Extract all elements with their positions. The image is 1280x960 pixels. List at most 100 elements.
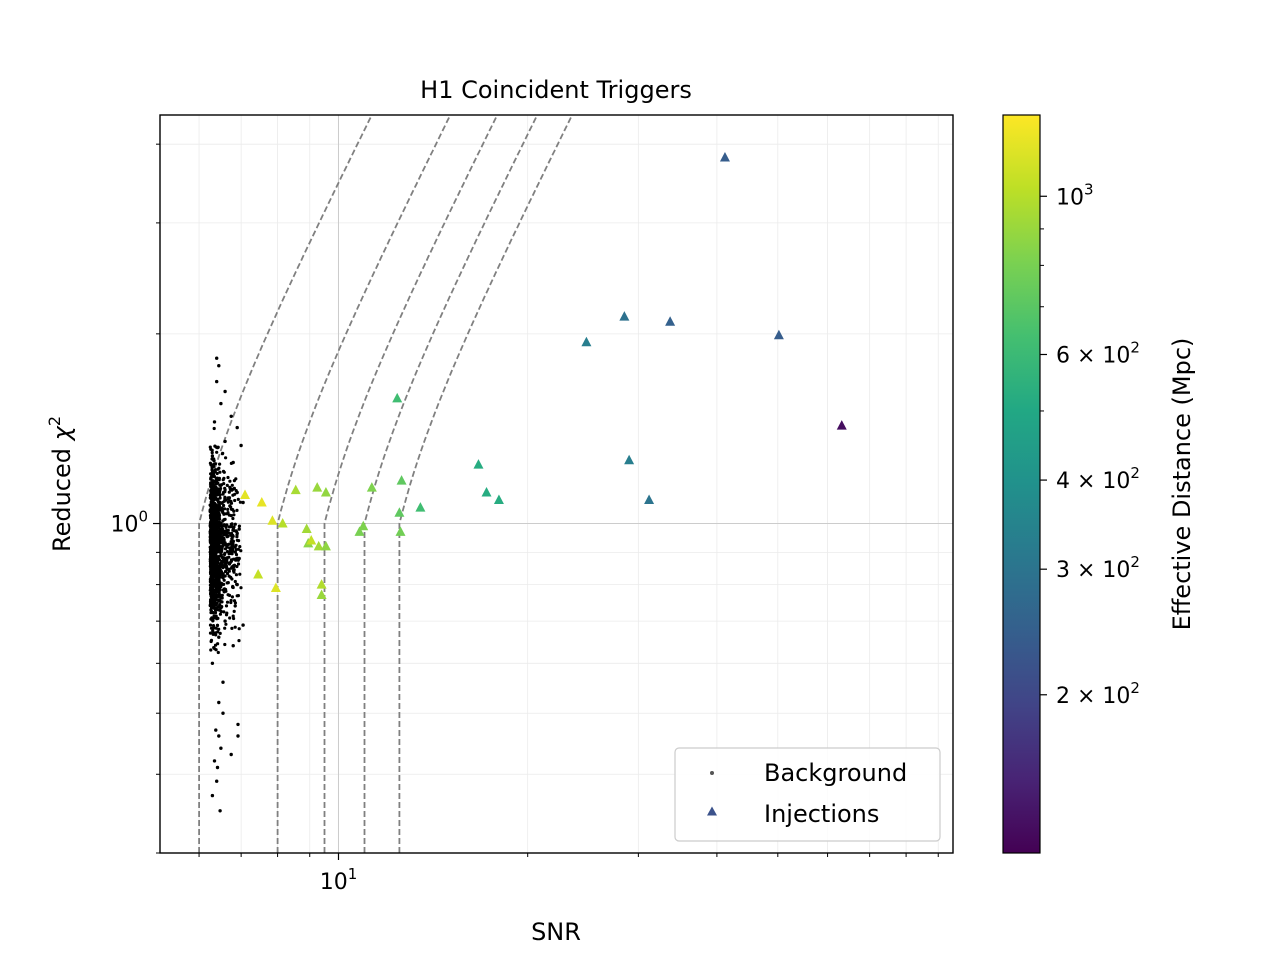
background-point xyxy=(223,389,227,394)
background-point xyxy=(233,604,237,608)
injection-point xyxy=(644,494,655,504)
background-point xyxy=(214,536,219,540)
colorbar-tick-label-exponent: 2 xyxy=(1130,553,1140,571)
background-point xyxy=(235,508,239,512)
injection-point xyxy=(320,540,331,551)
background-point xyxy=(220,555,225,560)
background-point xyxy=(215,533,219,537)
background-point xyxy=(225,571,230,576)
background-point xyxy=(210,585,215,589)
threshold-contour xyxy=(398,115,574,853)
background-point xyxy=(232,568,236,572)
background-point xyxy=(210,522,214,527)
background-point xyxy=(227,490,231,494)
background-point xyxy=(217,542,221,547)
background-point xyxy=(209,569,213,573)
background-point xyxy=(226,507,230,511)
background-point xyxy=(235,556,240,560)
background-point xyxy=(233,579,237,584)
background-point xyxy=(213,643,218,647)
background-point xyxy=(231,528,235,532)
background-point xyxy=(241,500,245,505)
legend: Background Injections xyxy=(674,747,941,842)
background-point xyxy=(216,569,220,573)
background-point xyxy=(218,612,222,616)
background-point xyxy=(215,547,219,551)
injection-point xyxy=(270,582,281,593)
background-point xyxy=(220,541,224,545)
background-point xyxy=(213,631,217,635)
background-point xyxy=(222,578,226,582)
background-point xyxy=(238,500,242,504)
background-point xyxy=(210,474,214,479)
colorbar-tick-label-base: 10 xyxy=(1056,185,1084,210)
background-point xyxy=(228,546,232,550)
background-point xyxy=(222,512,226,516)
background-point xyxy=(227,562,232,566)
background-point xyxy=(225,483,229,487)
background-point xyxy=(212,420,217,424)
background-point xyxy=(231,493,235,497)
background-point xyxy=(210,552,214,557)
colorbar-label: Effective Distance (Mpc) xyxy=(1168,338,1196,631)
background-point xyxy=(217,476,221,480)
background-point xyxy=(209,575,213,579)
injection-point xyxy=(481,487,492,497)
x-tick-label-base: 10 xyxy=(320,870,348,895)
background-point xyxy=(230,595,234,599)
background-point xyxy=(225,523,229,527)
background-point xyxy=(221,680,225,684)
background-point xyxy=(218,527,222,532)
background-point xyxy=(218,470,222,474)
background-point xyxy=(236,734,240,738)
background-point xyxy=(230,552,234,556)
background-point xyxy=(215,450,219,454)
background-point xyxy=(215,623,220,628)
background-point xyxy=(223,551,227,555)
colorbar-tick-label-exponent: 2 xyxy=(1130,338,1140,356)
background-point xyxy=(221,469,226,473)
injection-point xyxy=(665,316,676,326)
background-point xyxy=(223,486,227,490)
background-point xyxy=(211,543,215,547)
background-point xyxy=(234,529,238,533)
background-point xyxy=(235,531,239,535)
background-point xyxy=(219,746,223,750)
y-tick-label-exponent: 0 xyxy=(138,508,148,526)
background-point xyxy=(214,497,218,501)
background-point xyxy=(218,483,222,487)
legend-label-injections: Injections xyxy=(764,800,879,828)
background-point xyxy=(237,627,241,631)
background-point xyxy=(218,809,222,813)
background-point xyxy=(213,616,217,620)
background-point xyxy=(229,507,234,511)
threshold-contour xyxy=(363,115,539,853)
background-point xyxy=(221,478,225,482)
background-point xyxy=(223,490,227,494)
background-point xyxy=(217,635,221,639)
background-point xyxy=(212,459,216,463)
background-point xyxy=(209,648,213,652)
injection-point xyxy=(316,589,327,600)
background-point xyxy=(238,545,242,549)
background-point xyxy=(235,538,239,542)
background-point xyxy=(211,629,215,633)
major-gridlines xyxy=(160,115,953,853)
background-point xyxy=(229,600,233,605)
background-point xyxy=(209,514,213,518)
background-point xyxy=(224,604,229,608)
background-point xyxy=(223,626,227,630)
x-tick-label: 101 xyxy=(320,865,358,895)
background-point xyxy=(230,483,234,487)
background-point xyxy=(211,600,215,605)
background-point xyxy=(231,516,235,521)
background-point xyxy=(234,489,238,493)
background-point xyxy=(216,467,220,471)
injection-point xyxy=(301,523,312,534)
background-point xyxy=(234,543,238,547)
background-point xyxy=(214,728,218,732)
background-point xyxy=(234,553,239,557)
background-point xyxy=(222,536,226,541)
background-point xyxy=(215,356,219,360)
background-point xyxy=(212,475,217,479)
